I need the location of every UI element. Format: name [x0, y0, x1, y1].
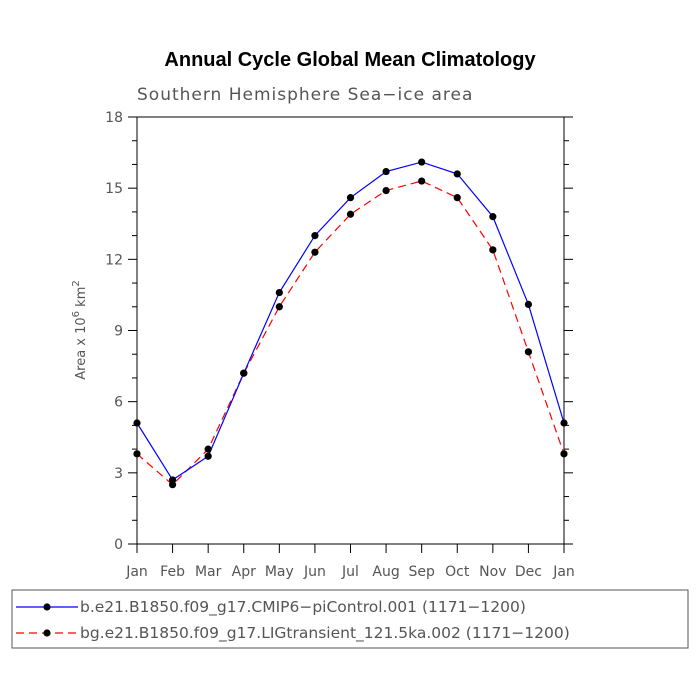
legend-box: [11, 589, 689, 649]
x-tick-label: Feb: [160, 564, 185, 580]
y-axis-label: Area x 106 km2: [71, 280, 89, 380]
series-2-point: [453, 194, 461, 202]
x-tick-label: Mar: [195, 564, 222, 580]
series-2-point: [204, 445, 212, 453]
series-1-point: [204, 452, 212, 460]
series-line-2: [136, 180, 565, 486]
x-tick-label: Apr: [232, 564, 256, 580]
x-tick-label: Dec: [515, 564, 542, 580]
series-1-point: [524, 300, 533, 309]
y-tick-label: 0: [114, 537, 123, 553]
y-tick-label: 12: [105, 252, 123, 268]
x-tick-label: Jul: [341, 564, 359, 580]
series-line-1: [136, 161, 565, 481]
series-2-point: [489, 246, 497, 254]
series-2-point: [311, 248, 319, 256]
y-tick-label: 15: [105, 181, 123, 197]
x-tick-label: May: [265, 564, 294, 580]
series-2-point: [418, 177, 426, 185]
series-2-point: [240, 369, 248, 377]
series-1-point: [418, 158, 426, 166]
series-1-point: [453, 170, 461, 178]
series-1-point: [311, 232, 319, 240]
series-2-point: [524, 348, 533, 356]
legend-marker-2: [43, 629, 51, 637]
x-tick-label: Sep: [408, 564, 435, 580]
series-2-point: [560, 450, 568, 458]
x-tick-label: Oct: [445, 564, 470, 580]
series-2-point: [346, 210, 355, 218]
y-tick-label: 18: [105, 110, 123, 126]
legend-marker-1: [43, 603, 51, 611]
legend: b.e21.B1850.f09_g17.CMIP6−piControl.001 …: [16, 598, 570, 643]
x-tick-label: Jun: [303, 564, 326, 580]
series-1-point: [346, 194, 355, 202]
x-tick-label: Jan: [552, 564, 575, 580]
x-tick-label: Aug: [372, 564, 399, 580]
series-2-point: [168, 481, 177, 489]
series-1-point: [382, 167, 390, 176]
y-tick-label: 9: [114, 324, 123, 340]
series-2-point: [133, 450, 141, 458]
series-1-point: [560, 419, 568, 427]
x-tick-label: Jan: [125, 564, 148, 580]
chart-subtitle: Southern Hemisphere Sea−ice area: [137, 85, 473, 105]
x-axis: Jan Feb Mar Apr May Jun Jul Aug Sep Oct Nov Dec Jan: [125, 544, 575, 580]
series-1-point: [275, 288, 283, 297]
legend-label-2: bg.e21.B1850.f09_g17.LIGtransient_121.5k…: [80, 624, 570, 643]
legend-label-1: b.e21.B1850.f09_g17.CMIP6−piControl.001 …: [80, 598, 526, 617]
y-tick-label: 3: [114, 466, 123, 482]
plot-frame: [136, 116, 565, 545]
chart-title: Annual Cycle Global Mean Climatology: [164, 49, 536, 71]
series-layer: [133, 158, 568, 489]
series-2-point: [382, 186, 390, 195]
y-axis: 0 3 6 9 12 15 18: [105, 110, 573, 553]
series-1-point: [133, 419, 141, 427]
y-tick-label: 6: [114, 395, 123, 411]
series-2-point: [275, 303, 283, 311]
x-tick-label: Nov: [479, 564, 506, 580]
series-1-point: [489, 213, 497, 221]
